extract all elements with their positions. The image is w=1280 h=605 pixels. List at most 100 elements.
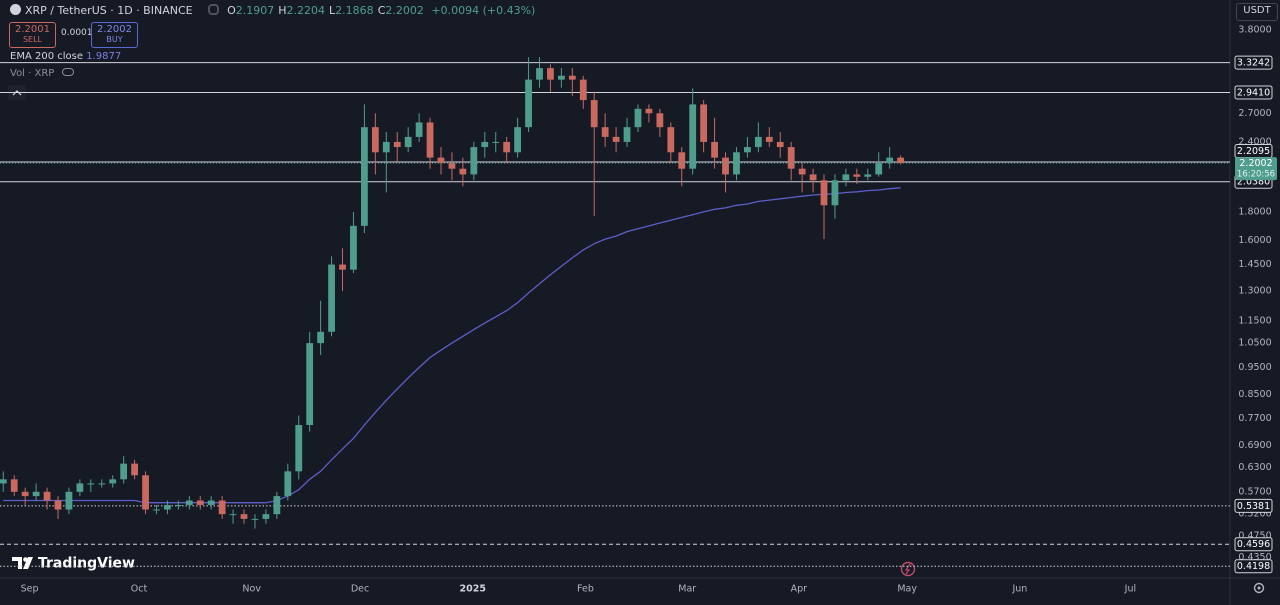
candle-body <box>218 500 226 515</box>
candle-body <box>459 168 467 175</box>
level-label: 0.4198 <box>1237 561 1270 572</box>
candle-body <box>547 68 554 80</box>
level-label: 2.0380 <box>1237 177 1270 188</box>
ohlc-value: 2.2002 <box>385 4 424 17</box>
ohlc-label: O <box>227 4 236 17</box>
y-tick-label: 1.4500 <box>1238 259 1271 270</box>
gear-icon[interactable] <box>1253 582 1265 594</box>
ohlc-value: 2.1868 <box>335 4 374 17</box>
level-label: 0.4596 <box>1237 539 1270 550</box>
candle-body <box>612 136 620 142</box>
candle-body <box>853 174 861 177</box>
candle-body <box>196 500 204 505</box>
level-label-box <box>1234 537 1273 552</box>
candle-body <box>142 475 149 510</box>
candle-body <box>382 141 390 153</box>
x-tick-label: Jun <box>1011 584 1027 595</box>
candle-body <box>776 141 784 148</box>
candle-body <box>32 491 40 497</box>
candle-body <box>240 514 248 519</box>
replay-bolt <box>904 563 911 575</box>
candle-body <box>842 174 850 181</box>
ohlc-label: L <box>329 4 336 17</box>
brand-name: TradingView <box>38 556 135 572</box>
candle-body <box>109 479 117 484</box>
level-label-box <box>1234 498 1273 513</box>
ohlc-label: H <box>278 4 287 17</box>
symbol: XRP / TetherUS · 1D · BINANCE <box>25 4 193 17</box>
y-tick-label: 0.4750 <box>1238 531 1271 542</box>
candle-body <box>700 104 708 142</box>
candle-body <box>306 343 314 426</box>
candle-body <box>809 174 817 181</box>
ema-line <box>3 187 901 504</box>
plot-area <box>0 57 1230 567</box>
candle-body <box>76 483 84 492</box>
candle-body <box>65 491 73 510</box>
candle-body <box>744 147 751 153</box>
candle-body <box>470 147 478 175</box>
candle-body <box>10 479 18 492</box>
currency-selector[interactable]: USDT <box>1236 3 1278 21</box>
candle-body <box>54 500 62 510</box>
candle-body <box>634 108 642 128</box>
candle-body <box>623 127 631 142</box>
candle-body <box>525 79 532 128</box>
last-price-box <box>1235 157 1277 181</box>
symbol-header: XRP / TetherUS · 1D · BINANCE O2.1907 H2.… <box>10 4 535 17</box>
buy-label: BUY <box>106 35 123 44</box>
volume-label: Vol · XRP <box>10 68 55 79</box>
sell-price: 2.2001 <box>15 24 50 35</box>
candle-body <box>579 79 587 101</box>
y-tick-label: 0.4350 <box>1238 552 1271 563</box>
candle-body <box>43 491 51 501</box>
x-tick-label: Jul <box>1124 584 1136 595</box>
candle-body <box>262 514 270 519</box>
buy-button[interactable]: 2.2002 BUY <box>91 22 138 48</box>
x-tick-label: Sep <box>21 584 39 595</box>
candle-body <box>820 180 828 206</box>
buy-price: 2.2002 <box>97 24 132 35</box>
level-label: 0.5381 <box>1237 501 1270 512</box>
candle-body <box>339 264 346 270</box>
y-tick-label: 0.5200 <box>1238 509 1271 520</box>
gear-center <box>1257 586 1261 590</box>
eye-icon[interactable] <box>61 68 74 76</box>
sell-label: SELL <box>22 35 43 44</box>
ohlc-value: 2.1907 <box>235 4 275 17</box>
x-tick-label: Dec <box>351 584 369 595</box>
candle-body <box>350 225 357 270</box>
gear-ring <box>1253 582 1265 594</box>
countdown: 16:20:56 <box>1237 170 1275 180</box>
candle-body <box>284 471 292 497</box>
candle-body <box>164 504 171 510</box>
level-label: 3.3242 <box>1237 58 1270 69</box>
replay-icon[interactable] <box>900 561 916 577</box>
candle-body <box>897 157 905 164</box>
candle-body <box>503 141 511 153</box>
y-tick-label: 1.6000 <box>1238 235 1271 246</box>
indicator-name: EMA 200 close <box>10 51 83 62</box>
candle-body <box>393 141 401 148</box>
y-tick-label: 3.8000 <box>1238 25 1271 36</box>
candle-body <box>656 113 664 128</box>
x-tick-label: Mar <box>678 584 696 595</box>
candle-body <box>0 479 7 484</box>
y-tick-label: 2.7000 <box>1238 108 1271 119</box>
ohlc-values: O2.1907 H2.2204 L2.1868 C2.2002 <box>227 4 428 17</box>
candle-body <box>557 75 565 80</box>
candle-body <box>328 264 335 332</box>
candle-body <box>317 331 325 344</box>
candle-body <box>645 108 653 114</box>
candle-body <box>536 68 543 80</box>
replay-ring <box>900 561 916 577</box>
y-tick-label: 1.0500 <box>1238 338 1271 349</box>
candle-body <box>678 152 686 169</box>
candle-body <box>174 504 182 506</box>
sell-button[interactable]: 2.2001 SELL <box>9 22 56 48</box>
y-tick-label: 0.6300 <box>1238 462 1271 473</box>
candle-body <box>404 136 412 148</box>
